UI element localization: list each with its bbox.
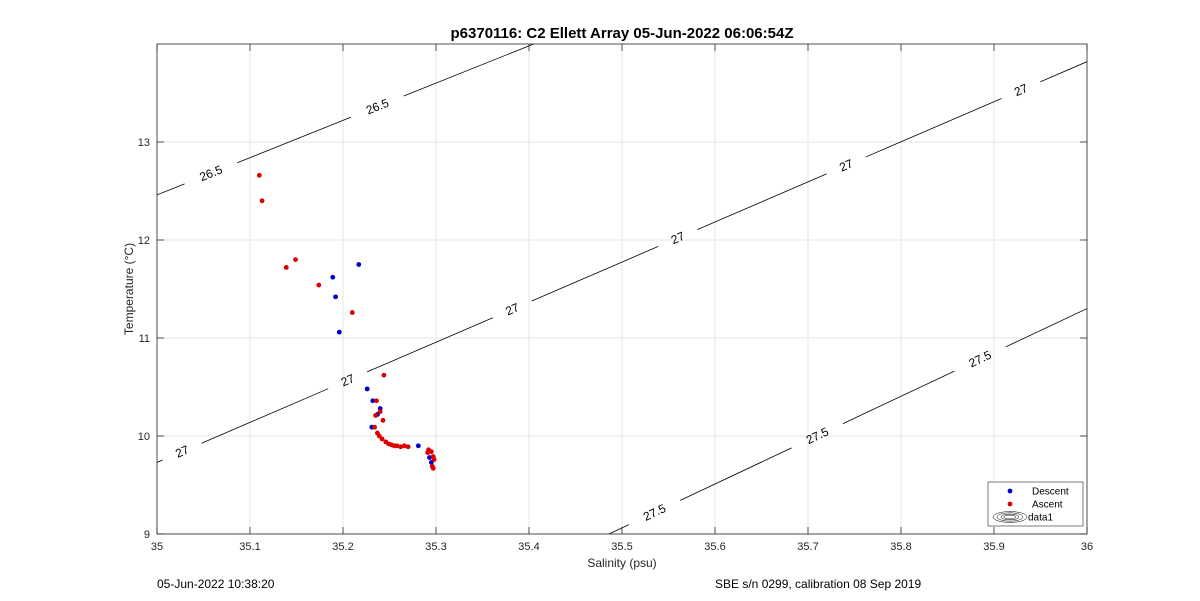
x-tick-label: 35.7	[797, 541, 818, 553]
x-tick-label: 35.8	[890, 541, 911, 553]
x-tick-label: 35	[151, 541, 163, 553]
descent-point	[370, 398, 376, 404]
x-tick-label: 35.2	[332, 541, 353, 553]
legend-marker-ascent	[1007, 501, 1013, 507]
isopycnal-line	[608, 524, 630, 534]
descent-point	[330, 274, 336, 280]
y-tick-label: 13	[138, 137, 150, 149]
x-tick-label: 35.6	[704, 541, 725, 553]
ascent-point	[349, 310, 355, 315]
ascent-point	[425, 450, 431, 456]
ascent-point	[377, 409, 383, 414]
footer-calibration: SBE s/n 0299, calibration 08 Sep 2019	[715, 577, 922, 591]
y-axis-label: Temperature (°C)	[122, 243, 136, 335]
isopycnal-line	[157, 183, 185, 196]
ascent-point	[380, 417, 386, 423]
isopycnal-line	[366, 317, 493, 373]
ascent-point	[256, 172, 262, 178]
x-axis-label: Salinity (psu)	[587, 556, 656, 570]
isopycnal-line	[201, 388, 329, 444]
ascent-point	[431, 457, 437, 462]
descent-point	[364, 386, 370, 392]
isopycnal-line	[697, 173, 827, 230]
legend-marker-descent	[1007, 488, 1013, 494]
isopycnal-label: 27	[173, 442, 191, 460]
chart-title: p6370116: C2 Ellett Array 05-Jun-2022 06…	[451, 25, 794, 42]
descent-point	[415, 443, 421, 449]
legend-contour-icon	[992, 511, 1028, 523]
legend-label-data1: data1	[1028, 513, 1053, 524]
descent-point	[356, 262, 362, 267]
isopycnal-label: 27	[503, 300, 521, 318]
ascent-point	[283, 265, 289, 270]
ascent-point	[372, 424, 378, 430]
ascent-point	[293, 257, 298, 262]
ascent-point	[394, 443, 400, 449]
y-axis: 9 10 11 12 13	[138, 137, 1087, 541]
y-tick-label: 12	[138, 235, 150, 247]
isopycnal-label: 27	[1012, 81, 1030, 99]
y-tick-label: 11	[139, 333, 150, 345]
legend-box	[987, 481, 1084, 527]
ascent-point	[405, 444, 411, 450]
descent-point	[427, 455, 432, 460]
y-tick-label: 10	[138, 431, 150, 443]
ascent-point	[428, 449, 434, 455]
legend-contour-icon	[996, 512, 1024, 522]
x-tick-label: 35.4	[518, 541, 539, 553]
legend-contour-icon	[1000, 513, 1020, 521]
isopycnal-label: 27	[669, 229, 687, 247]
isopycnal-line	[531, 246, 659, 302]
isopycnal-line	[403, 44, 534, 97]
footer-timestamp: 05-Jun-2022 10:38:20	[157, 577, 275, 591]
isopycnal-line	[842, 370, 955, 425]
descent-point	[333, 294, 338, 300]
isopycnal-line	[157, 459, 163, 463]
legend-contour-icon	[1003, 514, 1017, 520]
legend-label-ascent: Ascent	[1032, 500, 1063, 511]
y-tick-label: 9	[144, 529, 150, 541]
isopycnal-line	[1040, 61, 1087, 83]
ascent-point	[430, 465, 436, 471]
isopycnal-contours	[157, 44, 1087, 534]
isopycnal-label: 27	[339, 371, 357, 389]
legend[interactable]: Descent Ascent data1	[987, 481, 1084, 527]
x-tick-label: 35.5	[611, 541, 632, 553]
ascent-point	[379, 436, 385, 442]
ascent-point	[381, 372, 387, 378]
isopycnal-line	[680, 447, 792, 501]
ascent-point	[401, 443, 407, 449]
ascent-point	[398, 444, 404, 450]
ascent-point	[259, 198, 265, 204]
x-tick-label: 35.1	[239, 541, 260, 553]
isopycnal-line	[865, 98, 1002, 158]
ascent-point	[373, 413, 378, 418]
x-tick-label: 35.9	[983, 541, 1004, 553]
x-tick-label: 36	[1081, 541, 1093, 553]
ascent-point	[374, 398, 379, 404]
legend-label-descent: Descent	[1032, 487, 1069, 498]
isopycnal-line	[1005, 308, 1087, 348]
x-tick-label: 35.3	[425, 541, 446, 553]
descent-point	[336, 329, 342, 335]
ascent-point	[316, 282, 322, 288]
isopycnal-line	[237, 116, 352, 164]
isopycnal-label: 27	[837, 156, 855, 174]
data-points	[256, 172, 437, 471]
x-axis: 35 35.1 35.2 35.3 35.4 35.5 35.6 35.7 35.8 35.9 36	[151, 44, 1093, 553]
